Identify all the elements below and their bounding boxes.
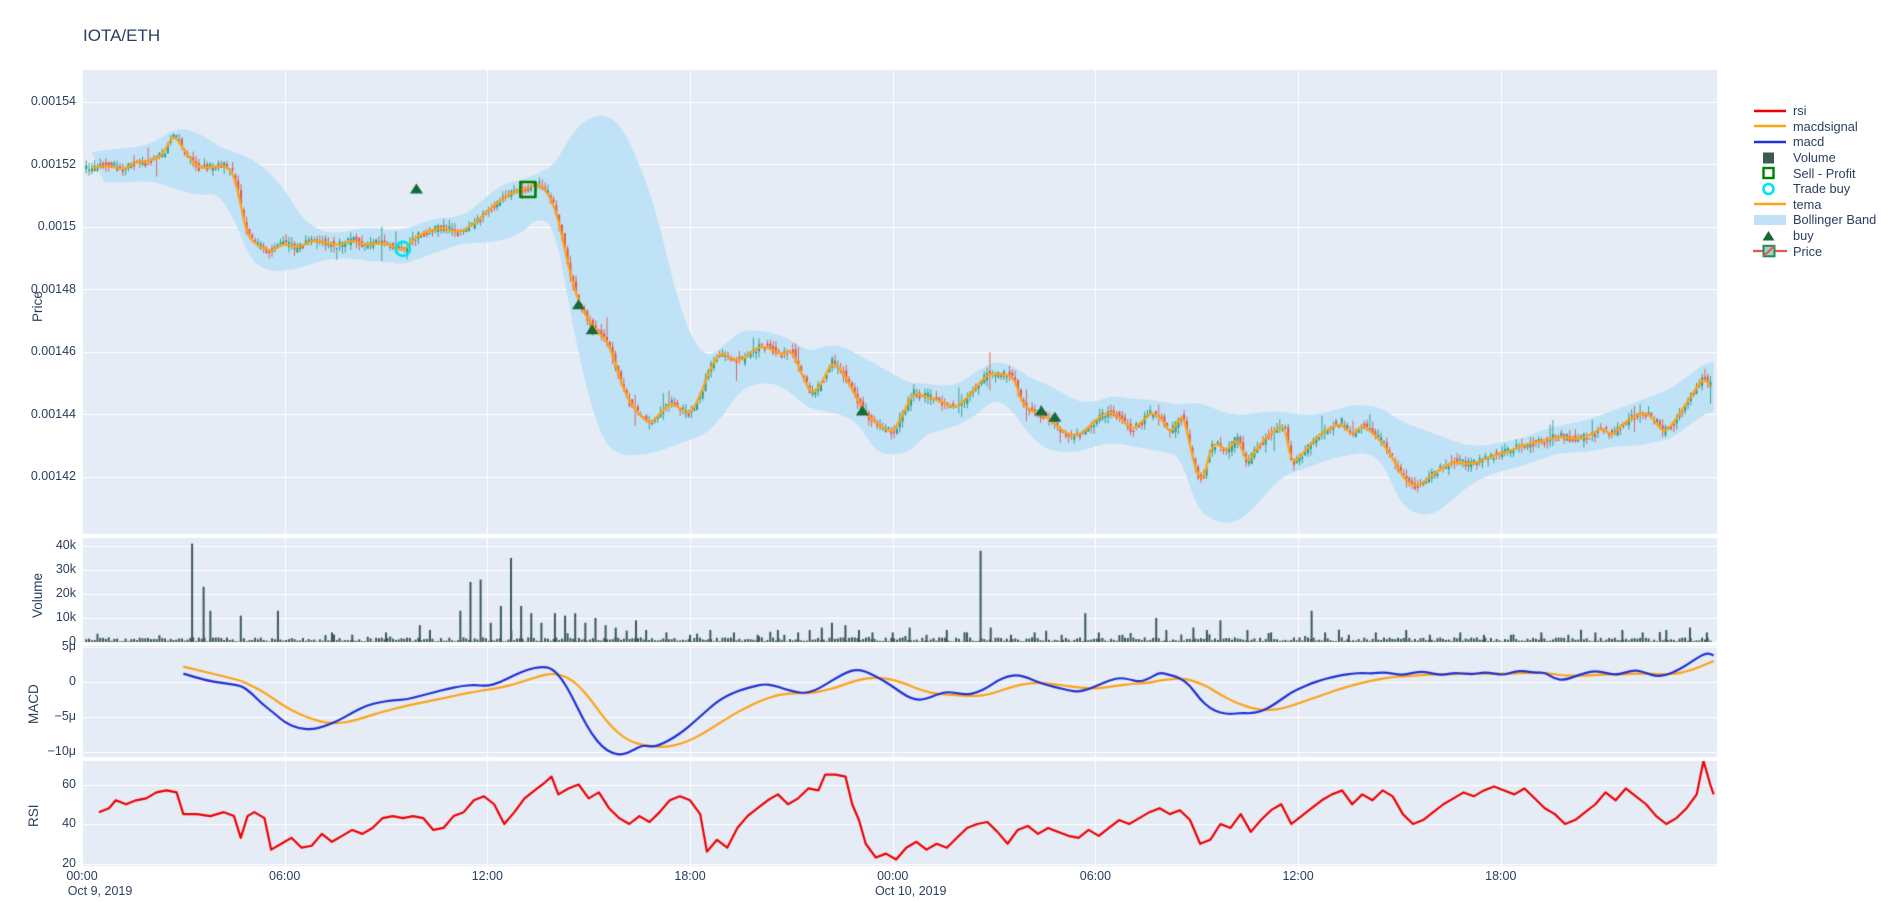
legend-label: buy [1793, 228, 1814, 244]
legend-label: rsi [1793, 103, 1807, 119]
volume-ytick: 20k [55, 586, 76, 600]
volume-ytick: 30k [55, 562, 76, 576]
legend-item-rsi[interactable]: rsi [1752, 103, 1876, 119]
legend-item-buy[interactable]: buy [1752, 228, 1876, 244]
macd-ytick: 0 [69, 674, 76, 688]
macd-ytick: 5μ [61, 639, 76, 653]
macd-ytick: −10μ [47, 744, 76, 758]
legend-label: Trade buy [1793, 181, 1851, 197]
legend-item-bollinger-band[interactable]: Bollinger Band [1752, 212, 1876, 228]
line-icon [1752, 119, 1788, 133]
x-tick: 00:00 [877, 869, 909, 883]
legend: rsi macdsignal macd Volume Sell - Profit Trad… [1752, 103, 1876, 259]
square-open-icon [1752, 166, 1788, 180]
line-icon [1752, 135, 1788, 149]
price-ytick: 0.0015 [37, 219, 76, 233]
legend-label: macd [1793, 134, 1825, 150]
line-icon [1752, 104, 1788, 118]
legend-label: Volume [1793, 150, 1836, 166]
x-tick: 12:00 [471, 869, 503, 883]
rsi-ytick: 40 [62, 816, 76, 830]
legend-item-tema[interactable]: tema [1752, 197, 1876, 213]
legend-item-macdsignal[interactable]: macdsignal [1752, 119, 1876, 135]
price-ytick: 0.00142 [30, 469, 76, 483]
x-tick: 18:00 [674, 869, 706, 883]
square-filled-icon [1752, 151, 1788, 165]
x-tick: 06:00 [269, 869, 301, 883]
x-tick: 00:00 [66, 869, 98, 883]
x-date-label: Oct 9, 2019 [67, 884, 133, 898]
rsi-ytick: 20 [62, 855, 76, 870]
price-ytick: 0.00152 [30, 156, 76, 171]
band-icon [1752, 213, 1788, 227]
price-ytick: 0.00148 [30, 281, 76, 296]
line-icon [1752, 197, 1788, 211]
price-axis-title: Price [30, 291, 45, 322]
x-date-label: Oct 10, 2019 [874, 884, 947, 898]
x-tick: 18:00 [1485, 869, 1517, 883]
volume-ytick: 0 [69, 634, 76, 648]
volume-ytick: 40k [55, 538, 76, 552]
legend-label: Price [1793, 243, 1823, 259]
price-ytick: 0.00144 [30, 406, 76, 421]
circle-open-icon [1752, 182, 1788, 196]
legend-item-macd[interactable]: macd [1752, 134, 1876, 150]
legend-item-price[interactable]: Price [1752, 243, 1876, 259]
macd-ytick: −5μ [54, 709, 76, 723]
triangle-icon [1752, 229, 1788, 243]
page-title: IOTA/ETH [83, 26, 161, 45]
volume-ytick: 10k [55, 610, 76, 624]
price-ytick: 0.00146 [30, 344, 76, 358]
x-tick: 12:00 [1282, 869, 1314, 883]
legend-item-volume[interactable]: Volume [1752, 150, 1876, 166]
legend-label: Bollinger Band [1793, 212, 1877, 228]
legend-item-sell-profit[interactable]: Sell - Profit [1752, 165, 1876, 181]
rsi-ytick: 60 [62, 776, 76, 791]
legend-label: macdsignal [1793, 118, 1858, 134]
legend-label: Sell - Profit [1793, 165, 1856, 181]
candle-icon [1752, 244, 1788, 258]
legend-label: tema [1793, 196, 1822, 212]
price-ytick: 0.00154 [30, 94, 76, 108]
legend-item-trade-buy[interactable]: Trade buy [1752, 181, 1876, 197]
x-tick: 06:00 [1079, 869, 1112, 883]
